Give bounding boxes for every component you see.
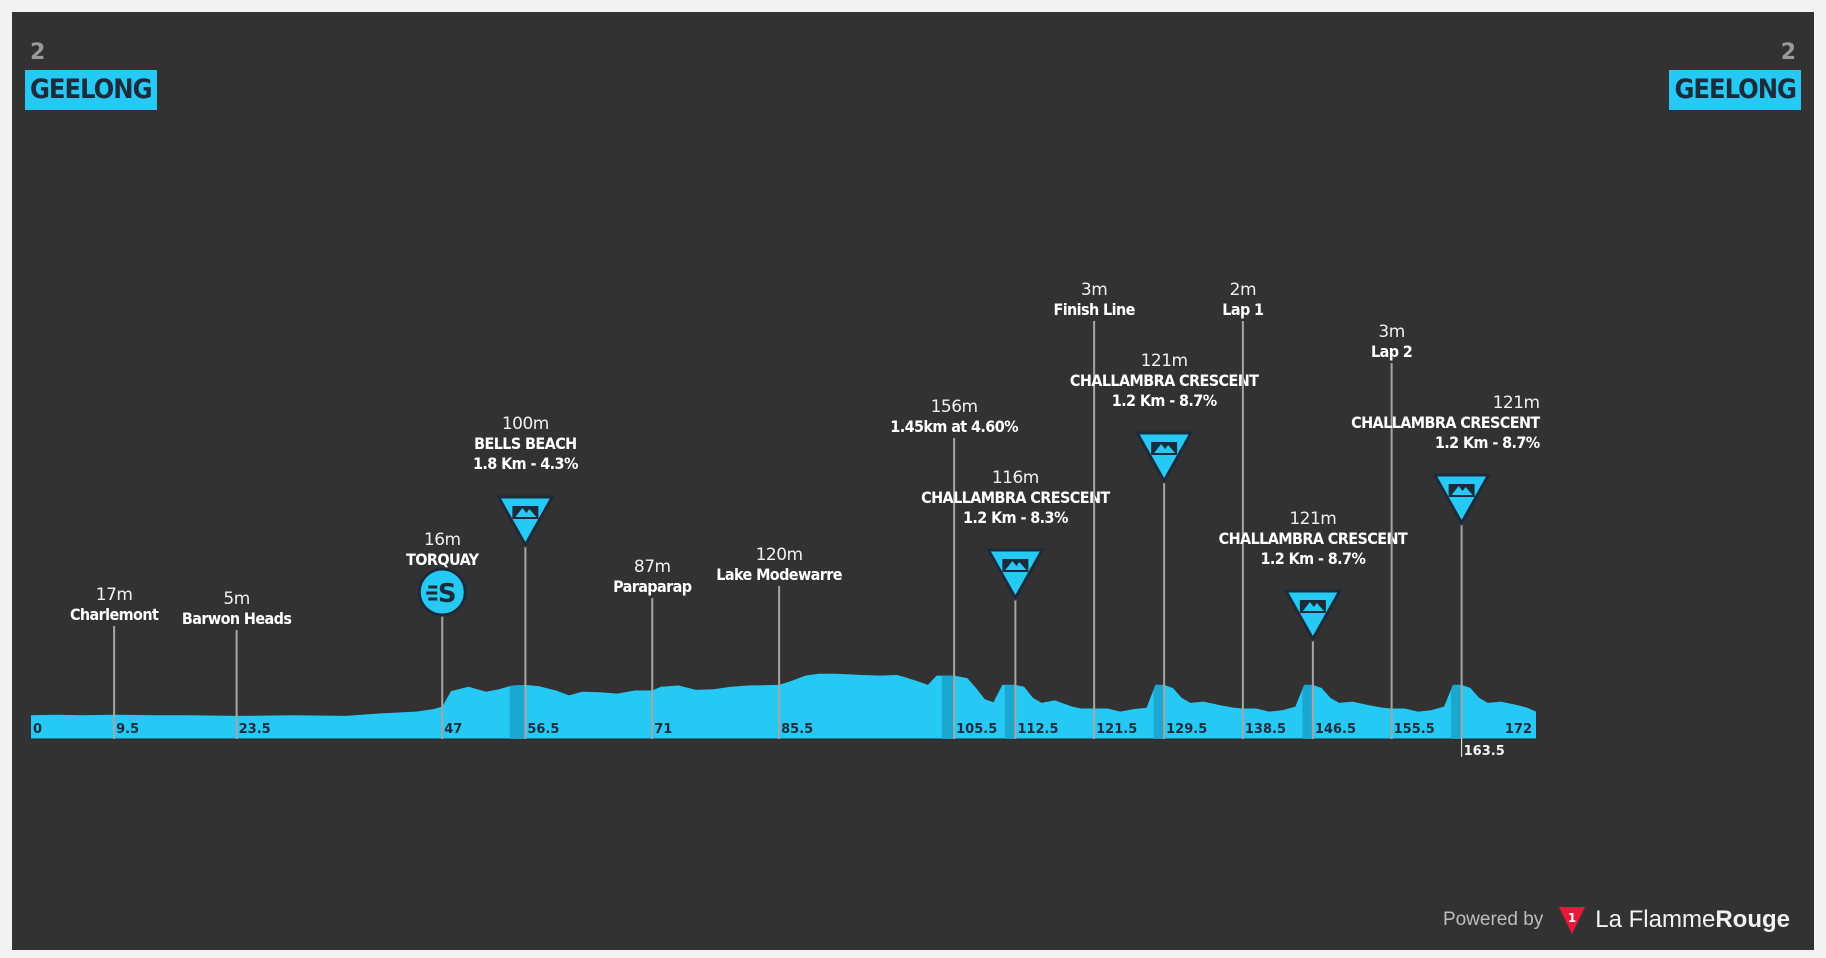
x-tick-label: 0 bbox=[33, 722, 42, 737]
x-tick-label: 121.5 bbox=[1096, 722, 1137, 737]
point-elevation-label: 156m bbox=[931, 397, 978, 417]
sprint-letter: S bbox=[438, 579, 457, 609]
x-tick-label: 155.5 bbox=[1394, 722, 1435, 737]
point-name-label: 1.2 Km - 8.3% bbox=[963, 508, 1068, 527]
point-name-label: Finish Line bbox=[1053, 300, 1135, 319]
x-tick-label: 23.5 bbox=[239, 722, 271, 737]
x-tick-label: 9.5 bbox=[116, 722, 139, 737]
climb-badge-triangle bbox=[1283, 589, 1343, 643]
point-name-label: CHALLAMBRA CRESCENT bbox=[1351, 413, 1540, 432]
point-elevation-label: 16m bbox=[424, 530, 461, 550]
powered-by-brand[interactable]: Powered by 1 La FlammeRouge bbox=[1443, 904, 1790, 936]
brand-name-bold: Rouge bbox=[1715, 906, 1790, 933]
point-elevation-label: 121m bbox=[1141, 351, 1188, 371]
point-name-label: 1.2 Km - 8.7% bbox=[1435, 433, 1540, 452]
point-name-label: Lap 2 bbox=[1371, 342, 1412, 361]
point-name-label: Barwon Heads bbox=[182, 609, 291, 628]
x-tick-label: 56.5 bbox=[527, 722, 559, 737]
point-name-label: TORQUAY bbox=[406, 550, 480, 569]
x-tick-label: 71 bbox=[654, 722, 672, 737]
climb-badge-triangle bbox=[1134, 431, 1194, 485]
x-tick-label: 163.5 bbox=[1464, 744, 1505, 759]
point-name-label: 1.8 Km - 4.3% bbox=[473, 454, 578, 473]
point-name-label: CHALLAMBRA CRESCENT bbox=[921, 488, 1110, 507]
point-name-label: Charlemont bbox=[70, 605, 159, 624]
start-city-badge: GEELONG bbox=[25, 70, 157, 110]
point-elevation-label: 3m bbox=[1378, 322, 1404, 342]
point-name-label: CHALLAMBRA CRESCENT bbox=[1070, 371, 1259, 390]
climb-badge-peaks bbox=[1451, 486, 1473, 495]
x-tick-label: 105.5 bbox=[956, 722, 997, 737]
climb-badge-peaks bbox=[515, 508, 537, 517]
point-name-label: Lap 1 bbox=[1222, 300, 1264, 319]
start-stage-number: 2 bbox=[30, 40, 46, 65]
point-name-label: 1.2 Km - 8.7% bbox=[1260, 549, 1365, 568]
brand-name: La FlammeRouge bbox=[1595, 906, 1790, 934]
point-elevation-label: 120m bbox=[756, 545, 803, 565]
mountain-climb-icon bbox=[1283, 589, 1343, 643]
climb-ramp bbox=[1004, 684, 1016, 739]
climb-ramp bbox=[941, 675, 955, 739]
point-elevation-label: 3m bbox=[1081, 280, 1107, 300]
point-name-label: Paraparap bbox=[613, 577, 692, 596]
sprint-badge-circle bbox=[417, 567, 467, 617]
x-tick-label: 138.5 bbox=[1245, 722, 1286, 737]
mountain-climb-icon bbox=[985, 548, 1045, 602]
climb-badge-peaks bbox=[1005, 561, 1027, 570]
point-name-label: BELLS BEACH bbox=[474, 434, 576, 453]
x-tick-label: 146.5 bbox=[1315, 722, 1356, 737]
climb-badge-triangle bbox=[1432, 473, 1492, 527]
climb-ramp bbox=[1302, 684, 1313, 739]
point-name-label: 1.2 Km - 8.7% bbox=[1112, 391, 1217, 410]
x-tick-label: 112.5 bbox=[1017, 722, 1058, 737]
x-tick-label: 85.5 bbox=[781, 722, 813, 737]
powered-by-label: Powered by bbox=[1442, 909, 1544, 930]
point-name-label: Lake Modewarre bbox=[716, 565, 842, 584]
flame-logo-icon: 1 bbox=[1559, 907, 1586, 934]
climb-badge-triangle bbox=[495, 495, 555, 549]
svg-text:1: 1 bbox=[1568, 911, 1576, 925]
climb-ramp bbox=[1451, 684, 1462, 739]
point-elevation-label: 116m bbox=[992, 468, 1039, 488]
point-elevation-label: 121m bbox=[1493, 393, 1540, 413]
mountain-climb-icon bbox=[1134, 431, 1194, 485]
mountain-climb-icon bbox=[1432, 473, 1492, 527]
x-tick-label: 129.5 bbox=[1166, 722, 1207, 737]
point-elevation-label: 100m bbox=[502, 414, 549, 434]
x-tick-label: 47 bbox=[444, 722, 462, 737]
point-elevation-label: 17m bbox=[96, 585, 133, 605]
climb-badge-triangle bbox=[985, 548, 1045, 602]
sprint-icon: S bbox=[417, 567, 467, 617]
mountain-climb-icon bbox=[495, 495, 555, 549]
point-elevation-label: 2m bbox=[1230, 280, 1256, 300]
finish-city-badge: GEELONG bbox=[1669, 70, 1801, 110]
climb-ramp bbox=[509, 684, 526, 739]
stage-profile-panel: 0 9.5 23.5 47 56.5 71 85.5 105.5 112.5 121.5 129.5… bbox=[12, 12, 1814, 950]
point-elevation-label: 121m bbox=[1289, 509, 1336, 529]
elevation-profile-chart: 0 9.5 23.5 47 56.5 71 85.5 105.5 112.5 121.5 129.5… bbox=[31, 280, 1541, 759]
finish-stage-number: 2 bbox=[1780, 40, 1796, 65]
climb-badge-peaks bbox=[1154, 444, 1176, 453]
climb-ramp bbox=[1153, 684, 1165, 739]
x-tick-label: 172 bbox=[1505, 722, 1532, 737]
brand-name-light: La Flamme bbox=[1595, 906, 1716, 933]
climb-badge-peaks bbox=[1302, 602, 1324, 611]
point-name-label: CHALLAMBRA CRESCENT bbox=[1219, 529, 1408, 548]
point-name-label: 1.45km at 4.60% bbox=[890, 417, 1018, 436]
point-elevation-label: 87m bbox=[634, 557, 671, 577]
point-elevation-label: 5m bbox=[223, 589, 249, 609]
